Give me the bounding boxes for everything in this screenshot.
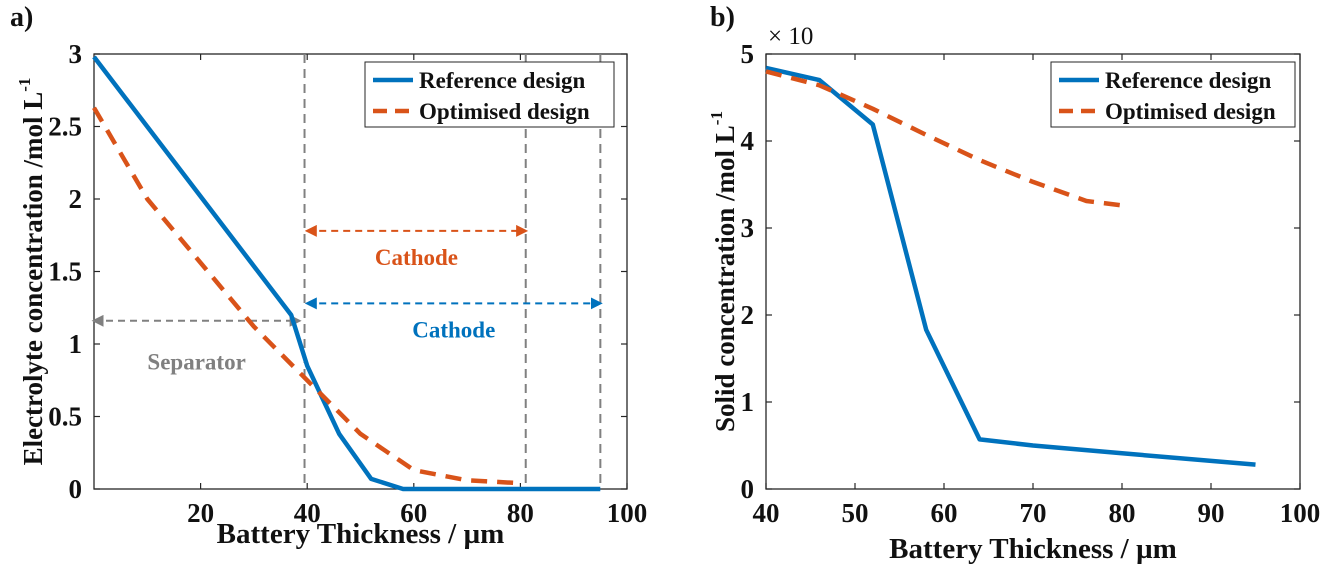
x-axis-label: Battery Thickness / µm — [889, 533, 1177, 565]
chart-panel-a: 20 40 60 80 100 0 0.5 1 1.5 2 2.5 3 Battery Thicknes… — [10, 2, 647, 550]
legend: Reference design Optimised design — [364, 61, 615, 128]
y-axis-label-superscript: -1 — [15, 78, 34, 92]
y-tick-label: 2 — [69, 184, 83, 214]
y-tick-label: 3 — [69, 39, 83, 69]
legend-label: Reference design — [419, 68, 585, 93]
series-line-optimised — [92, 106, 521, 486]
y-tick-label: 2 — [741, 300, 755, 330]
legend-box — [364, 61, 615, 128]
x-tick-label: 20 — [187, 498, 214, 528]
annotation-label: Cathode — [412, 318, 495, 343]
annotation-label: Cathode — [375, 245, 458, 270]
x-tick-label: 80 — [1109, 498, 1136, 528]
legend-label: Optimised design — [1105, 99, 1276, 124]
chart-panel-b: 40 50 60 70 80 90 100 0 1 2 3 4 5 Battery Thickness /… — [707, 2, 1320, 565]
x-tick-label: 70 — [1020, 498, 1047, 528]
x-tick-label: 100 — [607, 498, 648, 528]
x-axis-label: Battery Thickness / µm — [217, 518, 505, 550]
y-tick-label: 5 — [741, 39, 755, 69]
y-tick-label: 2.5 — [48, 112, 82, 142]
y-axis-label-main: Electrolyte concentration /mol L — [18, 92, 48, 466]
legend-box — [1050, 61, 1296, 128]
legend-label: Reference design — [1105, 68, 1271, 93]
y-axis-label-superscript: -1 — [707, 111, 726, 125]
panel-label: a) — [10, 2, 33, 33]
series-line-optimised — [765, 69, 1123, 208]
annotation-label: Separator — [147, 349, 245, 374]
legend: Reference design Optimised design — [1050, 61, 1296, 128]
legend-label: Optimised design — [419, 99, 590, 124]
y-tick-label: 3 — [741, 213, 755, 243]
x-tick-label: 80 — [507, 498, 534, 528]
y-tick-label: 0 — [69, 474, 83, 504]
y-tick-label: 0 — [741, 474, 755, 504]
x-tick-label: 60 — [931, 498, 958, 528]
x-tick-label: 40 — [294, 498, 321, 528]
y-axis-label-main: Solid concentration /mol L — [710, 125, 740, 432]
x-tick-label: 50 — [842, 498, 869, 528]
x-tick-label: 60 — [400, 498, 427, 528]
x-tick-label: 40 — [753, 498, 780, 528]
y-tick-label: 1 — [69, 329, 83, 359]
y-tick-label: 0.5 — [48, 402, 82, 432]
y-axis-multiplier: × 10 — [768, 23, 813, 50]
y-tick-label: 1.5 — [48, 257, 82, 287]
y-tick-label: 4 — [741, 126, 755, 156]
panel-label: b) — [710, 2, 735, 33]
y-tick-label: 1 — [741, 387, 755, 417]
series-line-reference — [92, 55, 601, 492]
x-tick-label: 100 — [1280, 498, 1321, 528]
y-axis-label: Solid concentration /mol L-1 — [707, 111, 740, 432]
y-axis-label: Electrolyte concentration /mol L-1 — [15, 78, 48, 466]
x-tick-label: 90 — [1198, 498, 1225, 528]
